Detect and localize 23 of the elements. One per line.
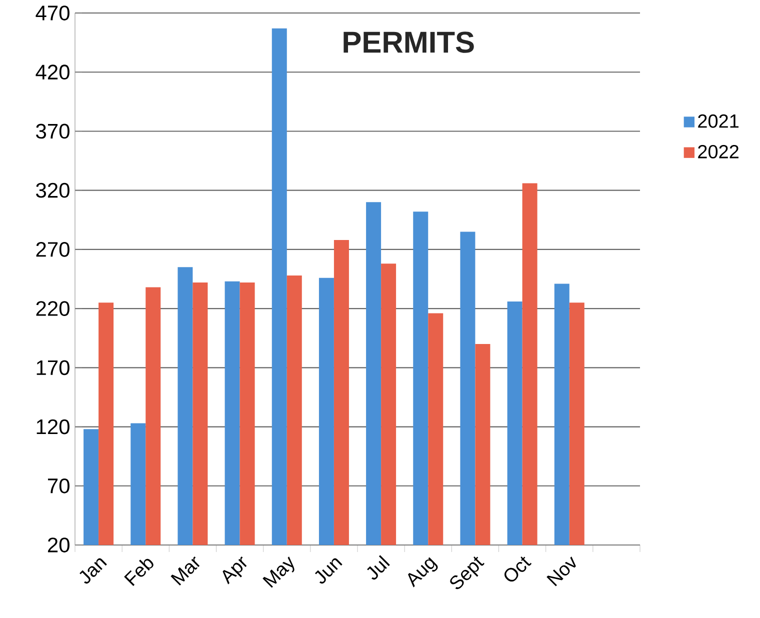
x-tick-label: Feb [124,558,154,586]
y-tick-label: 370 [36,124,70,139]
y-tick-label: 220 [36,301,70,316]
chart-title: PERMITS [344,32,474,53]
y-tick-label: 320 [36,182,70,198]
x-tick-label: Mar [170,556,200,586]
y-tick-label: 470 [36,6,70,20]
legend-label: 2021 [698,114,738,128]
x-tick-label: Jul [367,555,390,580]
legend-label: 2022 [698,144,738,158]
x-tick-label: Aug [408,557,438,588]
y-tick-label: 420 [36,64,70,80]
x-tick-label: Jun [315,558,342,584]
y-tick-label: 70 [48,478,70,494]
x-tick-label: Nov [546,556,576,586]
y-tick-label: 170 [36,360,70,376]
y-tick-label: 20 [48,538,70,552]
y-tick-label: 270 [36,242,70,257]
x-tick-label: Jan [80,558,107,584]
x-tick-label: May [262,556,294,588]
x-tick-label: Apr [222,556,247,584]
x-tick-label: Oct [504,556,532,582]
y-tick-label: 120 [36,419,70,434]
